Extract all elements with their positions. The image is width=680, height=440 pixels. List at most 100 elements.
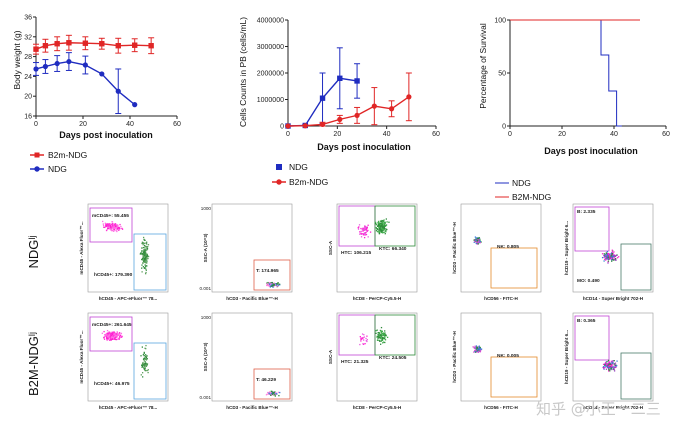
event-t bbox=[271, 281, 273, 284]
event-mcd45 bbox=[117, 338, 119, 340]
event-hcd45 bbox=[144, 364, 146, 366]
event-lymph bbox=[605, 257, 608, 259]
event-htc bbox=[366, 227, 368, 229]
event-mcd45 bbox=[106, 225, 108, 227]
event-cd3 bbox=[474, 347, 476, 349]
event-t bbox=[267, 284, 269, 287]
event-mcd45 bbox=[104, 226, 106, 229]
event-ktc bbox=[384, 339, 387, 341]
event-hcd45 bbox=[144, 250, 146, 252]
event-mcd45 bbox=[108, 223, 110, 225]
event-ktc bbox=[384, 336, 386, 338]
event-ktc bbox=[382, 220, 384, 222]
event-hcd45 bbox=[144, 356, 147, 358]
event-mcd45 bbox=[108, 334, 110, 337]
data-point bbox=[371, 103, 377, 109]
event-htc bbox=[363, 233, 365, 235]
event-mcd45 bbox=[107, 227, 109, 230]
event-t bbox=[266, 283, 268, 285]
event-lymph bbox=[615, 258, 617, 261]
event-lymph bbox=[607, 363, 609, 365]
event-cd3 bbox=[475, 345, 478, 347]
event-mcd45 bbox=[109, 228, 111, 230]
event-lymph bbox=[611, 361, 614, 363]
event-mcd45 bbox=[107, 332, 109, 334]
flow-plot-frame bbox=[336, 203, 418, 293]
event-htc bbox=[359, 343, 361, 346]
flow-panel: hCD8 - PerCP-Cy5.5-H SSC-A HTC: 106.215 KTC… bbox=[328, 203, 418, 301]
data-point bbox=[354, 78, 360, 84]
tick-label: 0.001 bbox=[200, 395, 212, 400]
event-cd3 bbox=[473, 239, 476, 241]
event-mcd45 bbox=[109, 227, 112, 229]
gate-htc bbox=[338, 314, 376, 356]
event-lymph bbox=[603, 260, 605, 262]
event-mcd45 bbox=[108, 336, 110, 338]
event-cd3 bbox=[475, 239, 477, 242]
event-lymph bbox=[614, 258, 617, 260]
event-lymph bbox=[611, 363, 613, 365]
event-htc bbox=[364, 226, 366, 228]
event-cd3 bbox=[478, 350, 481, 352]
x-tick-label: 0 bbox=[508, 131, 512, 138]
event-htc bbox=[365, 337, 367, 340]
event-ktc bbox=[379, 231, 381, 233]
event-mcd45 bbox=[114, 333, 116, 335]
event-htc bbox=[358, 224, 361, 226]
event-hcd45 bbox=[145, 370, 147, 372]
event-htc bbox=[364, 227, 366, 229]
event-ktc bbox=[374, 221, 377, 224]
event-mcd45 bbox=[119, 335, 121, 338]
event-ktc bbox=[381, 339, 384, 342]
event-lymph bbox=[603, 254, 605, 257]
event-htc bbox=[362, 343, 364, 345]
event-hcd45 bbox=[144, 266, 147, 268]
event-mcd45 bbox=[111, 221, 113, 223]
event-mcd45 bbox=[117, 226, 119, 229]
event-mcd45 bbox=[116, 226, 118, 228]
event-ktc bbox=[385, 224, 388, 226]
flow-plot-frame bbox=[336, 312, 418, 402]
event-hcd45 bbox=[142, 256, 144, 259]
event-hcd45 bbox=[141, 241, 144, 243]
event-htc bbox=[367, 229, 369, 232]
data-point bbox=[319, 95, 326, 101]
event-t bbox=[276, 393, 278, 395]
event-ktc bbox=[382, 332, 385, 335]
event-cd3 bbox=[479, 350, 482, 352]
event-ktc bbox=[381, 225, 383, 227]
event-ktc bbox=[376, 336, 378, 338]
legend-marker-b2m bbox=[34, 152, 40, 158]
event-t bbox=[268, 283, 271, 285]
event-ktc bbox=[379, 223, 382, 226]
flow-y-label: SSC-A (10^3) bbox=[203, 342, 208, 371]
event-lymph bbox=[604, 253, 607, 256]
event-t bbox=[272, 283, 274, 285]
event-ktc bbox=[386, 228, 388, 231]
event-cd3 bbox=[474, 349, 476, 352]
event-mcd45 bbox=[115, 224, 117, 226]
event-t bbox=[278, 283, 281, 285]
flow-x-label: hCD45 - APC-eFluor™ 78... bbox=[99, 296, 158, 301]
gate-nk bbox=[490, 247, 538, 289]
event-hcd45 bbox=[141, 250, 143, 252]
event-ktc bbox=[380, 231, 383, 233]
event-mcd45 bbox=[114, 334, 116, 336]
event-lymph bbox=[605, 258, 607, 260]
event-mcd45 bbox=[110, 228, 113, 230]
legend-marker-ndg bbox=[34, 166, 40, 172]
y-tick-label: 4000000 bbox=[257, 18, 284, 25]
event-ktc bbox=[384, 334, 387, 336]
event-t bbox=[272, 284, 274, 286]
event-mcd45 bbox=[103, 337, 105, 339]
event-hcd45 bbox=[142, 244, 144, 246]
event-htc bbox=[364, 228, 366, 230]
event-lymph bbox=[611, 259, 613, 261]
event-lymph bbox=[605, 368, 608, 370]
event-mcd45 bbox=[109, 225, 111, 228]
legend-label-ndg: NDG bbox=[48, 164, 67, 174]
gate-label-htc: HTC: 106.215 bbox=[341, 250, 371, 256]
event-hcd45 bbox=[141, 366, 144, 368]
event-ktc bbox=[384, 338, 386, 340]
event-cd3 bbox=[475, 346, 477, 349]
